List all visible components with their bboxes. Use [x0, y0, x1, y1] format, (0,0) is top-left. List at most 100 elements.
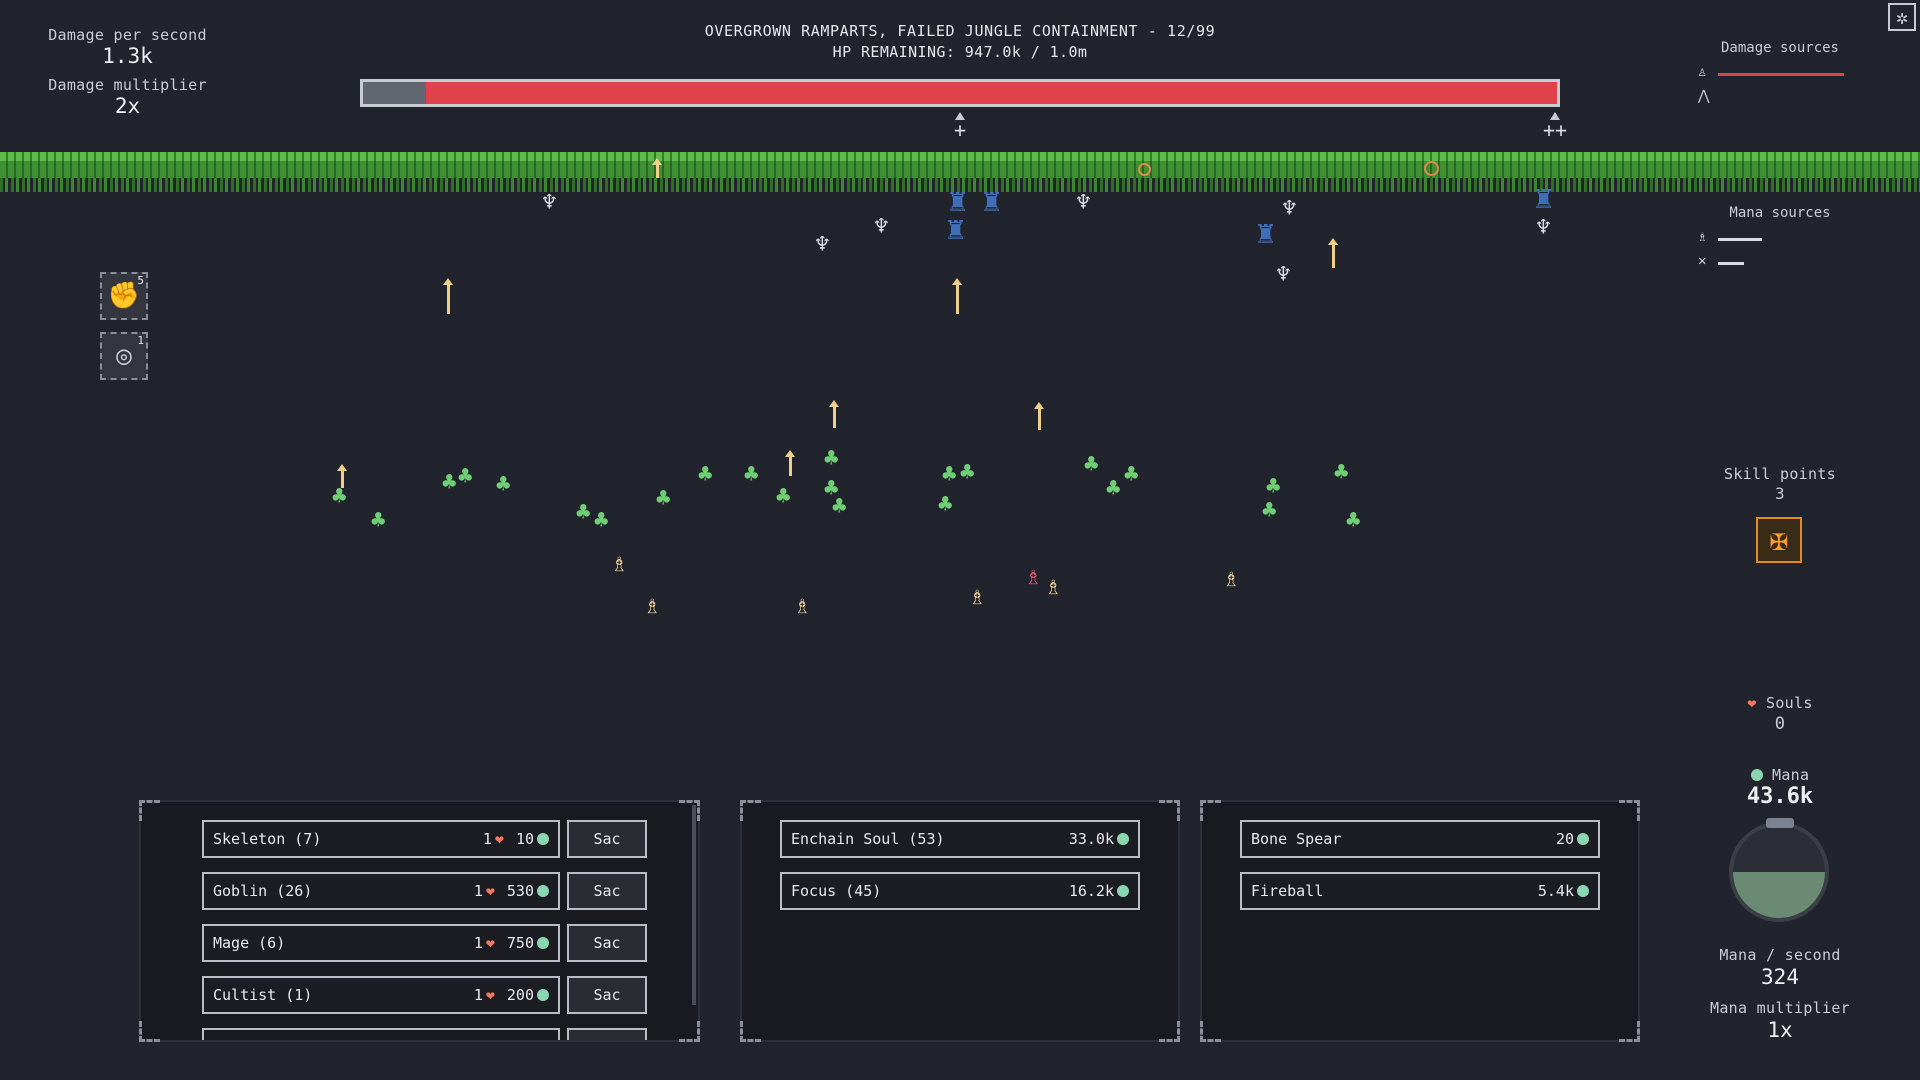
- enemy-unit: ♆: [1536, 213, 1551, 241]
- mana-value: 43.6k: [1746, 784, 1814, 809]
- mana-orb-fill: [1733, 872, 1825, 918]
- spell-cost: 20: [1555, 830, 1574, 848]
- upgrade-name: Focus (45): [791, 882, 882, 900]
- unit-name: Skeleton (7): [213, 830, 322, 848]
- soul-icon: ❤: [485, 934, 495, 952]
- unit-mana-cost: 530: [506, 882, 534, 900]
- target-skill-button[interactable]: ◎ 1: [100, 332, 148, 380]
- souls-label: ❤ Souls: [1700, 694, 1860, 712]
- souls-label-text: Souls: [1766, 694, 1813, 712]
- mana-gem-icon: [537, 833, 549, 845]
- goblin-unit: ♣: [776, 482, 791, 510]
- target-icon: ◎: [116, 341, 132, 371]
- goblin-unit: ♣: [1334, 458, 1349, 486]
- enemy-unit: ♆: [1076, 188, 1091, 216]
- unit-soul-cost: 1: [482, 830, 492, 848]
- goblin-unit: ♣: [1124, 460, 1139, 488]
- spell-cost: 5.4k: [1537, 882, 1574, 900]
- boss-hp-text: HP REMAINING: 947.0k / 1.0m: [832, 43, 1088, 61]
- settings-gear-icon[interactable]: ✲: [1888, 3, 1916, 31]
- damage-multiplier-value: 2x: [114, 94, 141, 118]
- soul-icon: ❤: [1747, 694, 1757, 712]
- soul-icon: ❤: [494, 830, 504, 848]
- goblin-unit: ♣: [442, 468, 457, 496]
- unit-name: Mage (6): [213, 934, 286, 952]
- arrow-projectile: [443, 278, 453, 314]
- damage-source-bar: [1718, 73, 1844, 76]
- mana-gem-icon: [1750, 769, 1763, 781]
- unit-row-partial[interactable]: [202, 1028, 560, 1040]
- unit-name: Cultist (1): [213, 986, 313, 1004]
- mana-multiplier-value: 1x: [1767, 1018, 1793, 1042]
- mana-per-second-value: 324: [1761, 965, 1799, 989]
- upgrade-name: Enchain Soul (53): [791, 830, 945, 848]
- unit-row-skeleton[interactable]: Skeleton (7) 1 ❤ 10: [202, 820, 560, 858]
- souls-value: 0: [1774, 714, 1786, 734]
- mana-source-row: ✕: [1698, 253, 1848, 271]
- arrow-projectile: [829, 400, 839, 428]
- upgrade-focus-button[interactable]: Focus (45) 16.2k: [780, 872, 1140, 910]
- mage-unit: ♗: [795, 591, 810, 619]
- goblin-unit: ♣: [1084, 450, 1099, 478]
- dps-value: 1.3k: [102, 44, 153, 68]
- unit-mana-cost: 10: [515, 830, 534, 848]
- boss-hp-fill: [426, 82, 1557, 104]
- mage-icon: ♗: [1698, 229, 1707, 245]
- arrow-projectile: [337, 464, 347, 488]
- sac-button-goblin[interactable]: Sac: [567, 872, 647, 910]
- units-scrollbar[interactable]: [692, 805, 696, 1005]
- upgrade-enchain-soul-button[interactable]: Enchain Soul (53) 33.0k: [780, 820, 1140, 858]
- mage-unit: ♗: [1046, 572, 1061, 600]
- goblin-unit: ♣: [656, 484, 671, 512]
- arrow-projectile: [785, 450, 795, 476]
- skill-tree-button[interactable]: ✠: [1756, 517, 1802, 563]
- brute-enemy: ♜: [982, 181, 1002, 219]
- fist-skill-button[interactable]: ✊ 5: [100, 272, 148, 320]
- boss-hp-bar: [360, 79, 1560, 107]
- goblin-unit: ♣: [371, 506, 386, 534]
- soul-icon: ❤: [485, 882, 495, 900]
- spell-fireball-button[interactable]: Fireball 5.4k: [1240, 872, 1600, 910]
- brute-enemy: ♜: [948, 181, 968, 219]
- unit-row-mage[interactable]: Mage (6) 1 ❤ 750: [202, 924, 560, 962]
- unit-soul-cost: 1: [473, 882, 483, 900]
- unit-row-cultist[interactable]: Cultist (1) 1 ❤ 200: [202, 976, 560, 1014]
- mage-unit: ♗: [1224, 564, 1239, 592]
- mana-gem-icon: [537, 937, 549, 949]
- grass-wall: [0, 152, 1920, 192]
- goblin-unit: ♣: [1106, 474, 1121, 502]
- skill-count: 1: [137, 334, 144, 347]
- goblin-unit: ♣: [960, 458, 975, 486]
- sac-button-partial[interactable]: [567, 1028, 647, 1040]
- sac-button-cultist[interactable]: Sac: [567, 976, 647, 1014]
- goblin-unit: ♣: [832, 492, 847, 520]
- sac-button-mage[interactable]: Sac: [567, 924, 647, 962]
- mana-source-bar: [1718, 238, 1762, 241]
- unit-soul-cost: 1: [473, 986, 483, 1004]
- skill-count: 5: [137, 274, 144, 287]
- mana-orb: [1729, 822, 1829, 922]
- arrow-projectile: [652, 158, 662, 178]
- mana-gem-icon: [1577, 885, 1589, 897]
- enemy-unit: ♆: [1282, 194, 1297, 222]
- goblin-unit: ♣: [458, 462, 473, 490]
- damage-source-row: ⋀: [1698, 88, 1848, 106]
- mage-unit: ♗: [612, 549, 627, 577]
- spell-bone-spear-button[interactable]: Bone Spear 20: [1240, 820, 1600, 858]
- bat-icon: ⋀: [1698, 88, 1710, 104]
- mana-source-bar: [1718, 262, 1744, 265]
- fist-icon: ✊: [107, 281, 141, 311]
- mana-gem-icon: [1577, 833, 1589, 845]
- mana-orb-cap: [1766, 818, 1794, 828]
- unit-row-goblin[interactable]: Goblin (26) 1 ❤ 530: [202, 872, 560, 910]
- skill-points-value: 3: [1775, 484, 1785, 503]
- mana-gem-icon: [537, 885, 549, 897]
- mana-label: Mana: [1700, 766, 1860, 784]
- sac-button-skeleton[interactable]: Sac: [567, 820, 647, 858]
- dps-stat: Damage per second 1.3k: [30, 26, 225, 68]
- goblin-unit: ♣: [824, 444, 839, 472]
- mana-source-row: ♗: [1698, 229, 1848, 247]
- skill-points-label: Skill points: [1724, 465, 1836, 483]
- mana-gem-icon: [1117, 833, 1129, 845]
- goblin-unit: ♣: [594, 506, 609, 534]
